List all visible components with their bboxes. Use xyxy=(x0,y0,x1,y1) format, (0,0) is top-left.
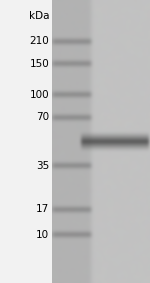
Text: kDa: kDa xyxy=(29,10,49,21)
Text: 10: 10 xyxy=(36,230,49,240)
Text: 17: 17 xyxy=(36,204,49,215)
Text: 100: 100 xyxy=(30,90,49,100)
Text: 210: 210 xyxy=(29,36,49,46)
Text: 35: 35 xyxy=(36,160,49,171)
Text: 150: 150 xyxy=(29,59,49,69)
Text: 70: 70 xyxy=(36,112,49,123)
